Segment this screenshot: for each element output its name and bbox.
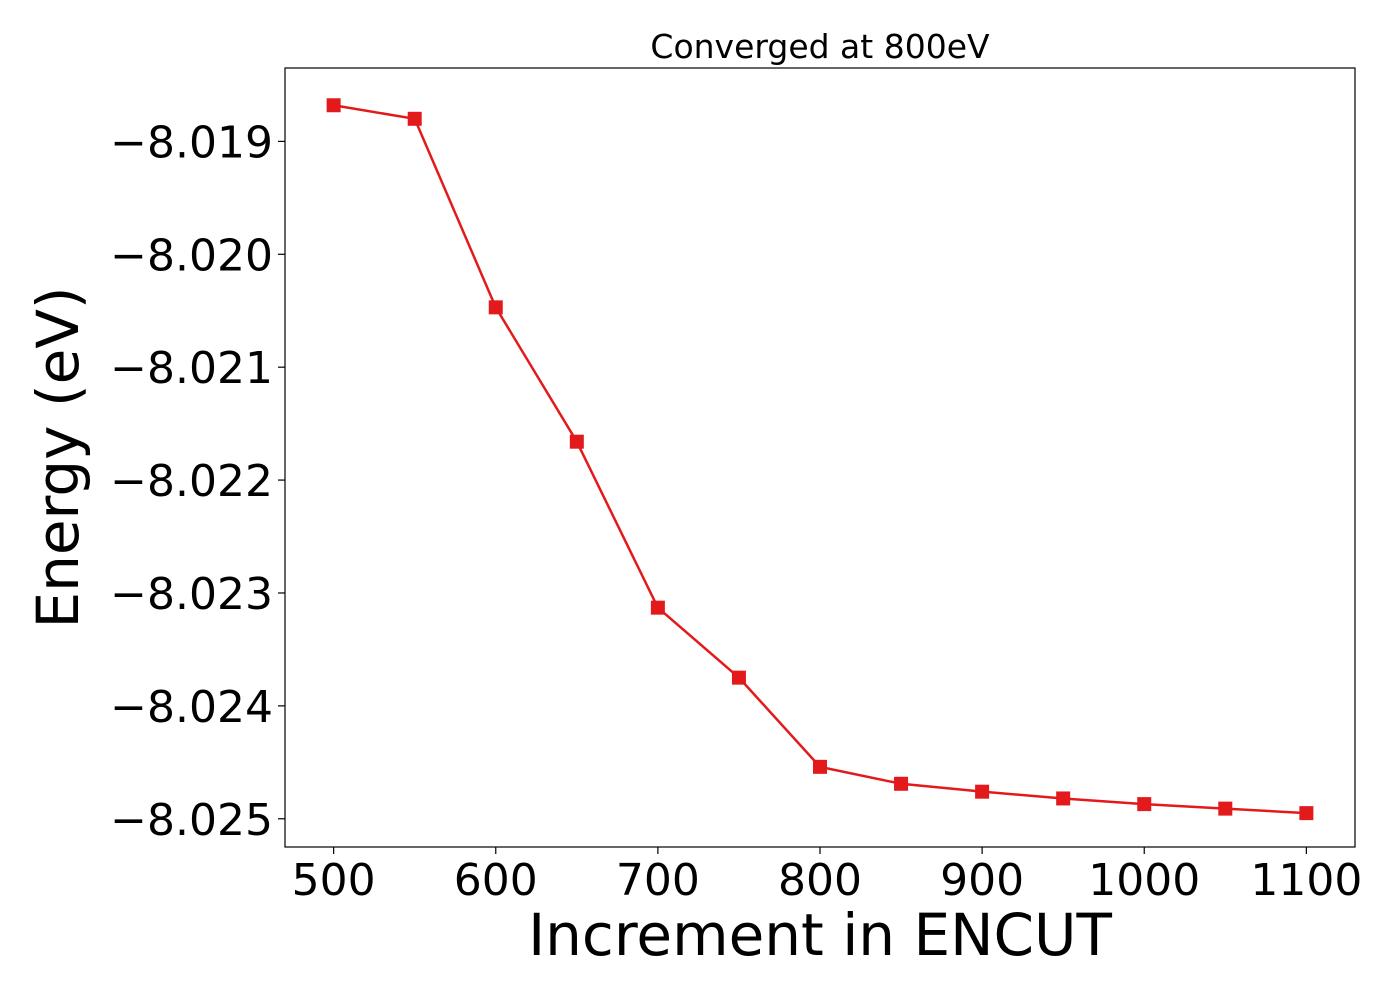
data-point-marker — [731, 670, 746, 685]
y-tick-label: −8.025 — [110, 795, 273, 846]
x-tick-label: 1000 — [1088, 855, 1200, 906]
data-point-marker — [813, 759, 827, 774]
x-tick-label: 700 — [616, 855, 700, 906]
data-point-marker — [1299, 806, 1314, 821]
y-tick-label: −8.023 — [110, 569, 273, 620]
y-tick-label: −8.022 — [110, 456, 273, 507]
plot-area — [326, 98, 1314, 821]
data-point-marker — [326, 98, 341, 113]
y-tick-label: −8.020 — [110, 230, 273, 281]
y-tick-label: −8.019 — [110, 117, 273, 168]
data-point-marker — [488, 300, 503, 315]
x-axis-title: Increment in ENCUT — [528, 901, 1112, 969]
x-tick-label: 900 — [940, 855, 1024, 906]
data-point-marker — [569, 434, 584, 449]
chart-title: Converged at 800eV — [650, 27, 990, 66]
x-axis: 500 600 700 800 900 1000 1100 — [292, 847, 1362, 906]
y-axis-title: Energy (eV) — [24, 286, 92, 628]
data-point-marker — [975, 784, 990, 799]
y-tick-label: −8.024 — [110, 682, 273, 733]
x-tick-label: 600 — [454, 855, 538, 906]
x-tick-label: 800 — [778, 855, 862, 906]
data-point-marker — [407, 111, 422, 126]
x-tick-label: 1100 — [1250, 855, 1362, 906]
y-axis: −8.019 −8.020 −8.021 −8.022 −8.023 −8.024 −8.0… — [110, 117, 285, 846]
data-point-marker — [650, 600, 665, 615]
data-point-marker — [1056, 791, 1071, 806]
y-tick-label: −8.021 — [110, 343, 273, 394]
data-point-marker — [1137, 797, 1152, 812]
data-point-marker — [894, 776, 909, 791]
x-tick-label: 500 — [292, 855, 376, 906]
data-point-marker — [1218, 801, 1233, 816]
